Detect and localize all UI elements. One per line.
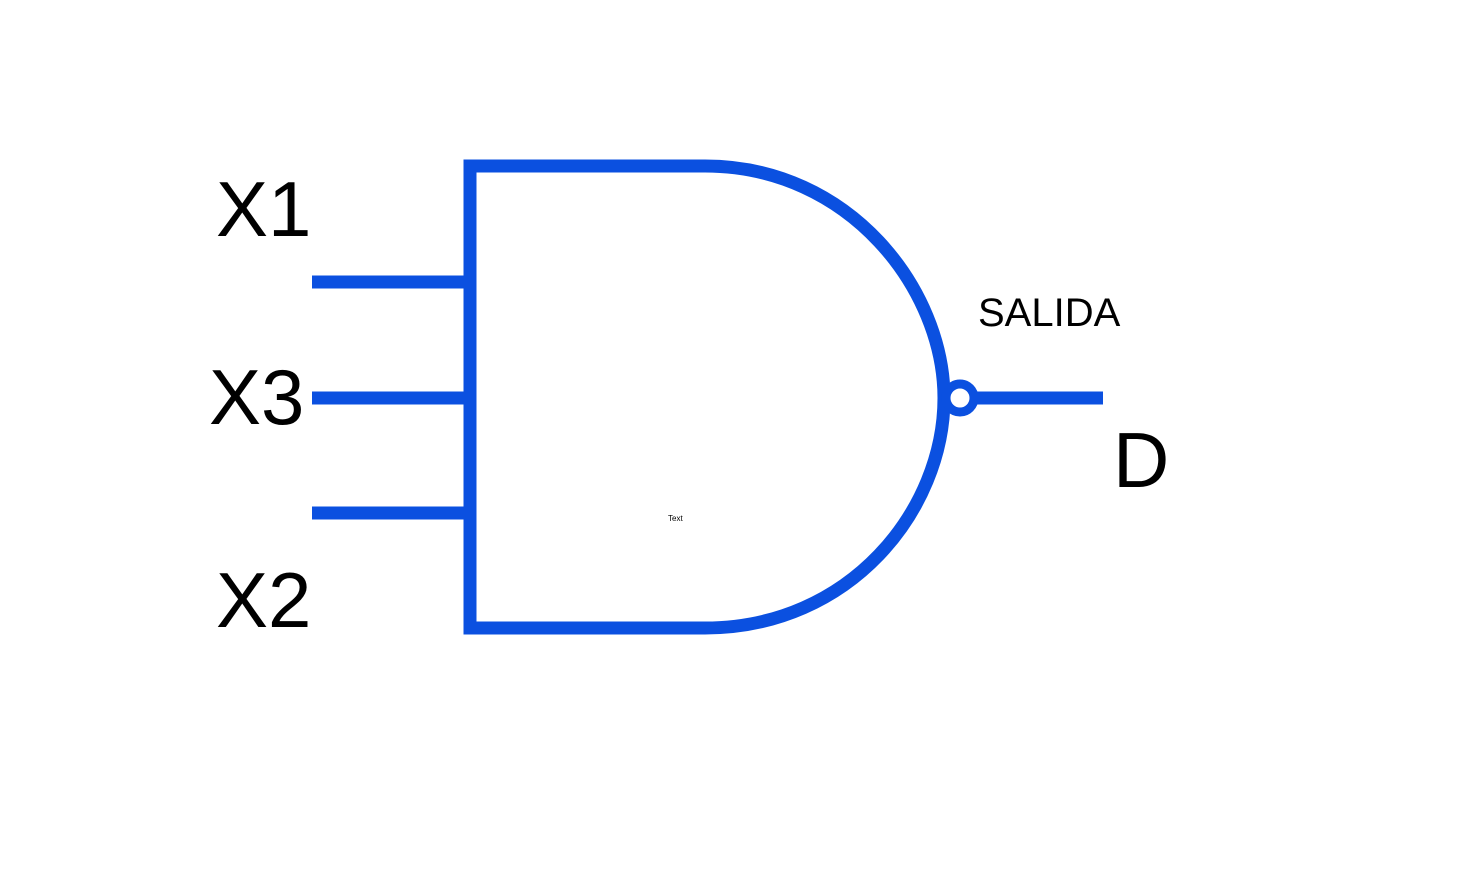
output-caption: SALIDA — [978, 291, 1121, 335]
input-label-x3: X3 — [209, 353, 304, 441]
output-label: D — [1113, 416, 1169, 504]
input-label-x2: X2 — [216, 556, 311, 644]
placeholder-text: Text — [668, 514, 683, 523]
nand-gate-body — [463, 159, 951, 635]
inversion-bubble — [941, 379, 979, 417]
input-label-x1: X1 — [216, 165, 311, 253]
